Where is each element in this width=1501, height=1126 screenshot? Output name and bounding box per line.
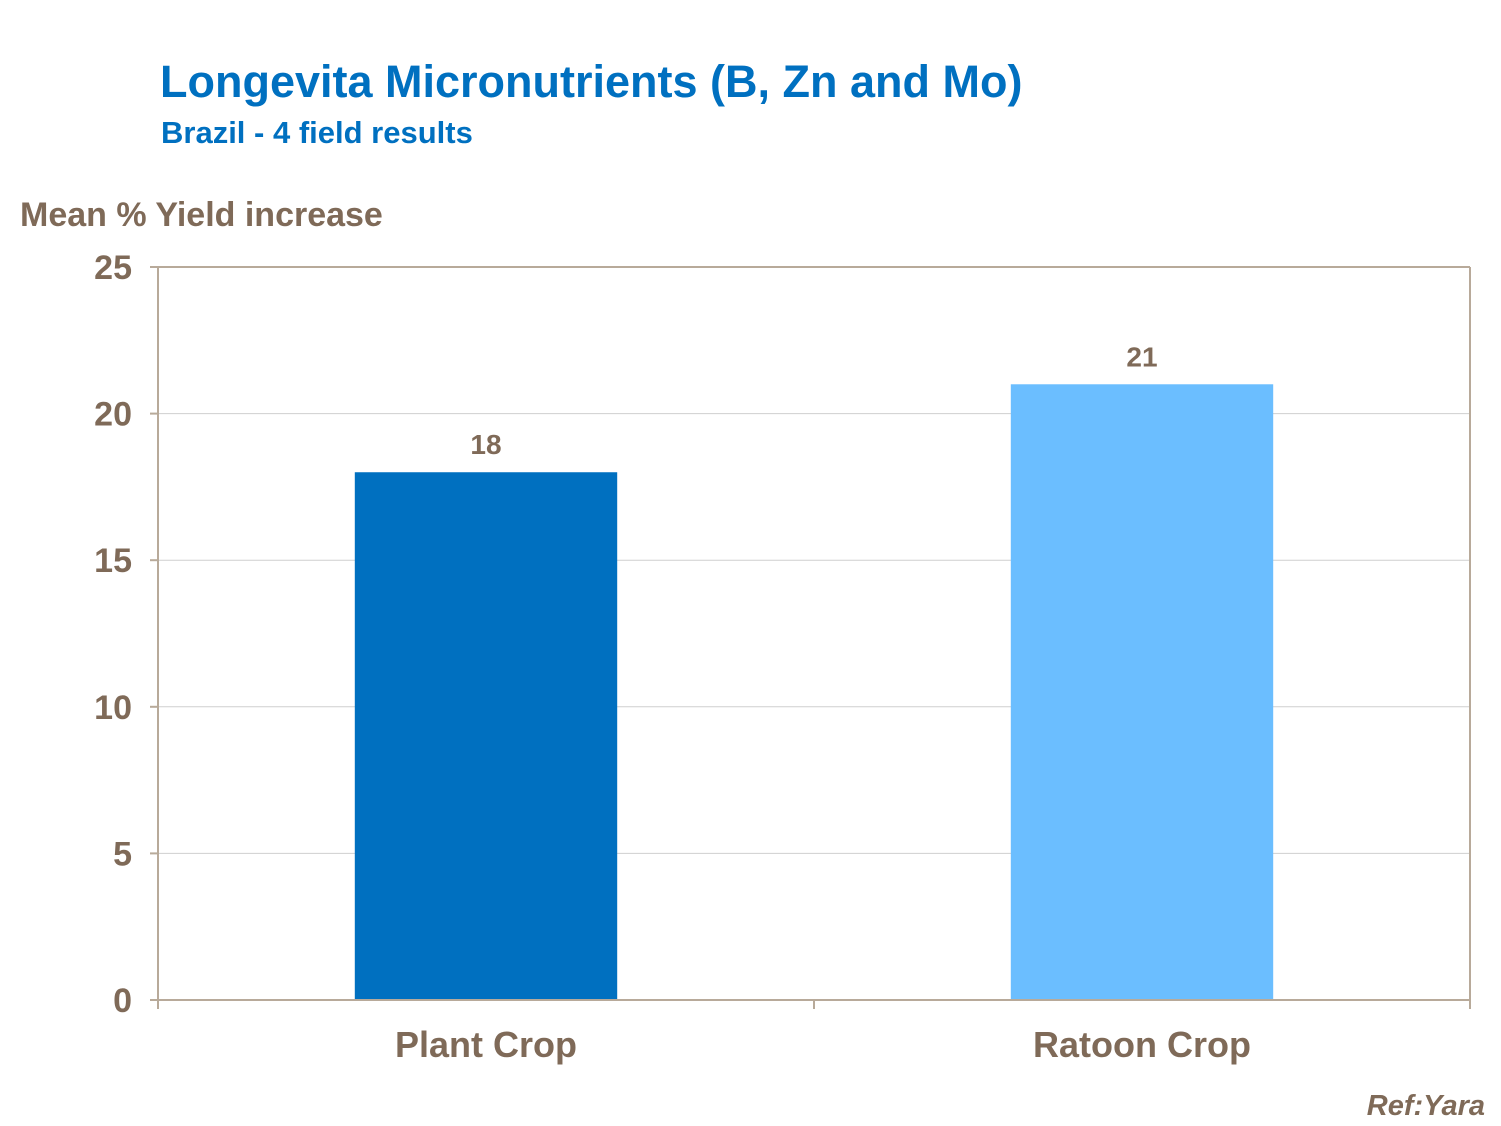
y-tick-label-4: 20: [94, 396, 132, 434]
axes: [150, 266, 1471, 1009]
bar-plant-crop: [354, 472, 618, 1000]
chart-subtitle: Brazil - 4 field results: [161, 115, 473, 150]
x-tick-label-1: Ratoon Crop: [1033, 1024, 1251, 1065]
labels: 18 Plant Crop 21 Ratoon Crop 0 5 10 15 20 25: [94, 249, 1251, 1065]
bar-ratoon-crop: [1010, 384, 1274, 1000]
chart-title: Longevita Micronutrients (B, Zn and Mo): [160, 56, 1023, 107]
bars: [354, 384, 1274, 1000]
reference-note: Ref:Yara: [1366, 1090, 1485, 1122]
x-tick-label-0: Plant Crop: [395, 1024, 577, 1065]
y-tick-label-2: 10: [94, 689, 132, 727]
y-axis-label: Mean % Yield increase: [20, 196, 383, 234]
y-tick-label-1: 5: [113, 835, 132, 873]
y-tick-label-3: 15: [94, 542, 132, 580]
y-tick-label-5: 25: [94, 249, 132, 287]
y-tick-label-0: 0: [113, 982, 132, 1020]
data-label-1: 21: [1126, 341, 1157, 372]
data-label-0: 18: [470, 429, 501, 460]
